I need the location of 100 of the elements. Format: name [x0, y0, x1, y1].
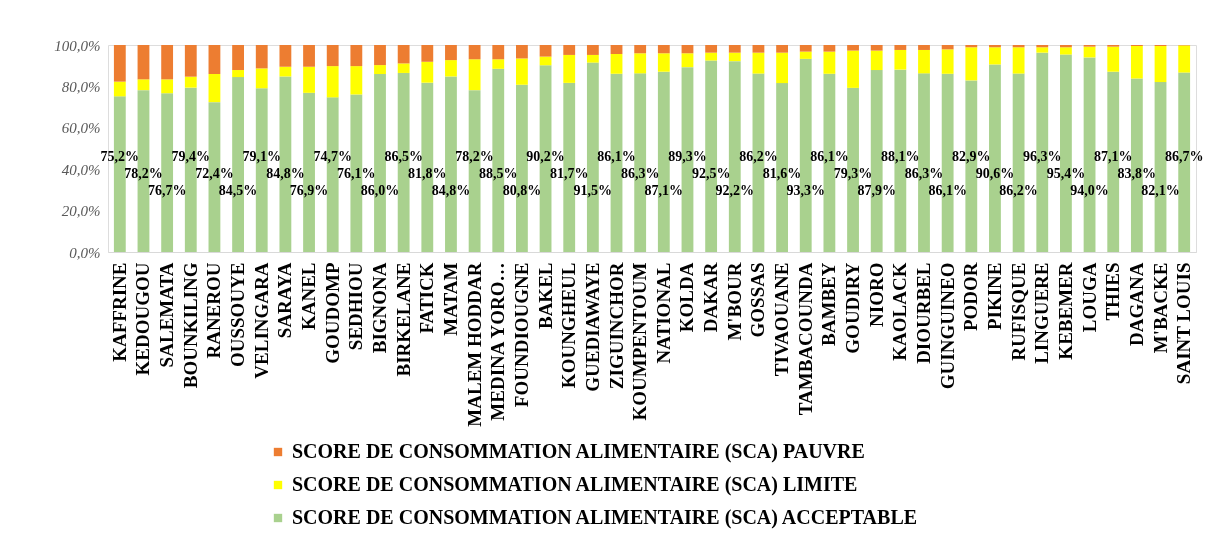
x-tick-label: OUSSOUYE — [227, 262, 249, 368]
bar — [184, 45, 197, 77]
bar — [728, 45, 741, 53]
data-label: 90,2% — [526, 149, 565, 164]
x-tick-label: BAMBEY — [818, 262, 840, 346]
data-label: 75,2% — [100, 149, 140, 164]
data-label: 87,1% — [1093, 149, 1133, 164]
x-tick-label: MATAM — [439, 262, 461, 336]
data-label: 86,1% — [597, 149, 636, 164]
bar — [232, 70, 244, 78]
data-label: 86,2% — [739, 149, 778, 164]
bar — [137, 79, 150, 91]
bar — [303, 45, 315, 67]
bar — [255, 45, 268, 69]
data-label: 86,2% — [999, 183, 1038, 198]
data-label: 76,9% — [289, 183, 329, 198]
x-tick-label: BIRKELANE — [392, 262, 414, 377]
data-label: 86,0% — [360, 183, 400, 198]
legend-label: SCORE DE CONSOMMATION ALIMENTAIRE (SCA) ACCEPTABLE — [292, 506, 918, 529]
data-label: 76,7% — [147, 183, 187, 198]
bar — [161, 79, 174, 94]
x-tick-label: KOLDA — [676, 262, 698, 333]
data-label: 86,1% — [810, 149, 849, 164]
bar — [208, 45, 221, 74]
x-tick-label: FOUNDIOUGNE — [510, 262, 532, 408]
x-tick-label: M'BOUR — [723, 262, 745, 341]
data-label: 91,5% — [573, 183, 613, 198]
bar — [610, 45, 623, 55]
x-tick-label: NIORO — [865, 262, 887, 327]
bar — [941, 49, 954, 74]
data-label: 81,6% — [762, 166, 802, 181]
bar — [492, 59, 505, 69]
x-tick-label: SARAYA — [274, 262, 296, 339]
legend-label: SCORE DE CONSOMMATION ALIMENTAIRE (SCA) LIMITE — [292, 473, 858, 496]
x-tick-label: BOUNKILING — [179, 262, 201, 389]
bar — [586, 54, 599, 63]
x-tick-label: MEDINA YORO… — [487, 262, 509, 421]
bar — [492, 45, 505, 60]
data-label: 94,0% — [1070, 183, 1109, 198]
data-label: 74,7% — [313, 149, 352, 164]
x-tick-label: KEBEMER — [1054, 262, 1076, 360]
bar — [989, 47, 1001, 65]
bar — [350, 66, 363, 95]
data-label: 84,8% — [266, 166, 305, 181]
bar — [681, 53, 694, 68]
bar — [728, 52, 741, 62]
bar — [870, 45, 883, 51]
bar — [847, 45, 859, 51]
x-tick-label: GOUDOMP — [321, 262, 343, 364]
data-label: 84,5% — [218, 183, 258, 198]
data-label: 93,3% — [786, 183, 825, 198]
y-tick-label: 100,0% — [54, 37, 101, 54]
data-label: 86,5% — [384, 149, 423, 164]
data-label: 86,3% — [904, 166, 944, 181]
data-label: 81,7% — [549, 166, 589, 181]
bar — [941, 45, 954, 50]
data-label: 76,1% — [337, 166, 376, 181]
data-label: 87,1% — [644, 183, 684, 198]
data-label: 95,4% — [1046, 166, 1086, 181]
bar — [752, 52, 765, 74]
data-label: 79,3% — [833, 166, 873, 181]
data-label: 79,1% — [242, 149, 281, 164]
x-tick-label: SEDHIOU — [345, 262, 367, 351]
x-tick-label: M'BACKE — [1149, 262, 1171, 354]
bar — [823, 51, 836, 74]
data-label: 88,1% — [881, 149, 920, 164]
x-tick-label: KAFFRINE — [108, 262, 130, 362]
x-tick-label: DAKAR — [700, 262, 722, 333]
legend-label: SCORE DE CONSOMMATION ALIMENTAIRE (SCA) PAUVRE — [292, 440, 865, 463]
bar — [870, 50, 883, 71]
bar — [1178, 45, 1191, 73]
bar — [610, 54, 623, 74]
data-label: 81,8% — [408, 166, 447, 181]
bar — [303, 66, 315, 93]
data-label: 78,2% — [124, 166, 163, 181]
x-tick-label: GOUDIRY — [842, 262, 864, 354]
x-tick-label: KEDOUGOU — [132, 262, 154, 376]
x-tick-label: KAOLACK — [889, 262, 911, 361]
bar — [326, 45, 339, 67]
data-label: 87,9% — [857, 183, 896, 198]
x-tick-label: PIKINE — [983, 262, 1005, 331]
bar — [634, 53, 647, 74]
bar — [137, 45, 150, 80]
bar — [705, 52, 718, 61]
bar — [1107, 46, 1120, 72]
data-label: 88,5% — [479, 166, 518, 181]
x-tick-label: KANEL — [298, 262, 320, 331]
y-tick-label: 0,0% — [69, 244, 101, 261]
x-tick-label: DIOURBEL — [913, 262, 934, 364]
bar — [1012, 47, 1025, 74]
bar — [516, 58, 528, 85]
bar — [445, 60, 457, 77]
data-label: 86,1% — [928, 183, 967, 198]
x-tick-label: PODOR — [960, 262, 982, 332]
bar — [539, 45, 552, 57]
data-label: 90,6% — [975, 166, 1015, 181]
x-tick-label: BAKEL — [534, 262, 556, 330]
x-tick-label: RUFISQUE — [1007, 262, 1029, 361]
bar — [326, 66, 339, 98]
bar — [397, 45, 410, 64]
